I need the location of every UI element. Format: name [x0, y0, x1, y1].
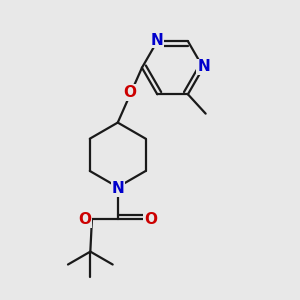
Text: N: N — [151, 33, 163, 48]
Text: O: O — [78, 212, 91, 227]
Text: O: O — [123, 85, 136, 100]
Text: O: O — [144, 212, 157, 227]
Text: N: N — [111, 181, 124, 196]
Text: N: N — [197, 59, 210, 74]
